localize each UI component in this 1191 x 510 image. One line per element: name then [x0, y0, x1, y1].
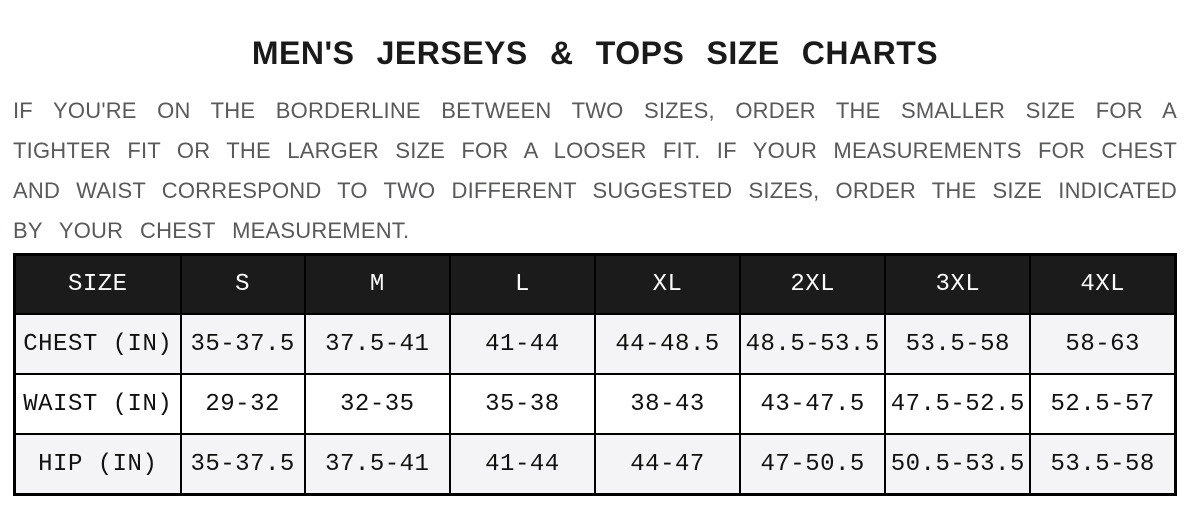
- column-header-size: SIZE: [13, 253, 182, 315]
- column-header-3xl: 3XL: [884, 253, 1032, 315]
- column-header-xl: XL: [593, 253, 742, 315]
- waist-value-3xl: 47.5-52.5: [884, 373, 1032, 435]
- waist-value-2xl: 43-47.5: [739, 373, 887, 435]
- waist-value-m: 32-35: [303, 373, 451, 435]
- hip-value-s: 35-37.5: [179, 433, 306, 496]
- chest-value-4xl: 58-63: [1029, 313, 1177, 375]
- column-header-m: M: [303, 253, 451, 315]
- chest-value-l: 41-44: [448, 313, 596, 375]
- page-title: MEN'S JERSEYS & TOPS SIZE CHARTS: [251, 35, 939, 71]
- waist-value-xl: 38-43: [593, 373, 742, 435]
- hip-value-xl: 44-47: [593, 433, 742, 496]
- waist-value-l: 35-38: [448, 373, 596, 435]
- table-row-chest: CHEST (IN) 35-37.5 37.5-41 41-44 44-48.5…: [13, 313, 1177, 375]
- column-header-l: L: [448, 253, 596, 315]
- intro-line-1: IF YOU'RE ON THE BORDERLINE BETWEEN TWO …: [13, 98, 1177, 123]
- hip-value-4xl: 53.5-58: [1029, 433, 1177, 496]
- chest-value-3xl: 53.5-58: [884, 313, 1032, 375]
- chest-value-m: 37.5-41: [303, 313, 451, 375]
- row-label-hip: HIP (IN): [13, 433, 182, 496]
- size-chart-table: SIZE S M L XL 2XL 3XL 4XL CHEST (IN) 35-…: [13, 253, 1177, 496]
- table-header-row: SIZE S M L XL 2XL 3XL 4XL: [13, 253, 1177, 315]
- table-row-waist: WAIST (IN) 29-32 32-35 35-38 38-43 43-47…: [13, 373, 1177, 435]
- waist-value-s: 29-32: [179, 373, 306, 435]
- intro-line-4: BY YOUR CHEST MEASUREMENT.: [13, 218, 410, 243]
- intro-line-3: AND WAIST CORRESPOND TO TWO DIFFERENT SU…: [13, 178, 1177, 203]
- hip-value-3xl: 50.5-53.5: [884, 433, 1032, 496]
- column-header-4xl: 4XL: [1029, 253, 1177, 315]
- size-chart-document: MEN'S JERSEYS & TOPS SIZE CHARTS IF YOU'…: [13, 35, 1177, 496]
- hip-value-m: 37.5-41: [303, 433, 451, 496]
- chest-value-2xl: 48.5-53.5: [739, 313, 887, 375]
- intro-line-2: TIGHTER FIT OR THE LARGER SIZE FOR A LOO…: [13, 138, 1177, 163]
- intro-paragraph: IF YOU'RE ON THE BORDERLINE BETWEEN TWO …: [13, 91, 1177, 251]
- table-row-hip: HIP (IN) 35-37.5 37.5-41 41-44 44-47 47-…: [13, 433, 1177, 496]
- row-label-chest: CHEST (IN): [13, 313, 182, 375]
- row-label-waist: WAIST (IN): [13, 373, 182, 435]
- waist-value-4xl: 52.5-57: [1029, 373, 1177, 435]
- chest-value-xl: 44-48.5: [593, 313, 742, 375]
- chest-value-s: 35-37.5: [179, 313, 306, 375]
- hip-value-2xl: 47-50.5: [739, 433, 887, 496]
- column-header-s: S: [179, 253, 306, 315]
- hip-value-l: 41-44: [448, 433, 596, 496]
- column-header-2xl: 2XL: [739, 253, 887, 315]
